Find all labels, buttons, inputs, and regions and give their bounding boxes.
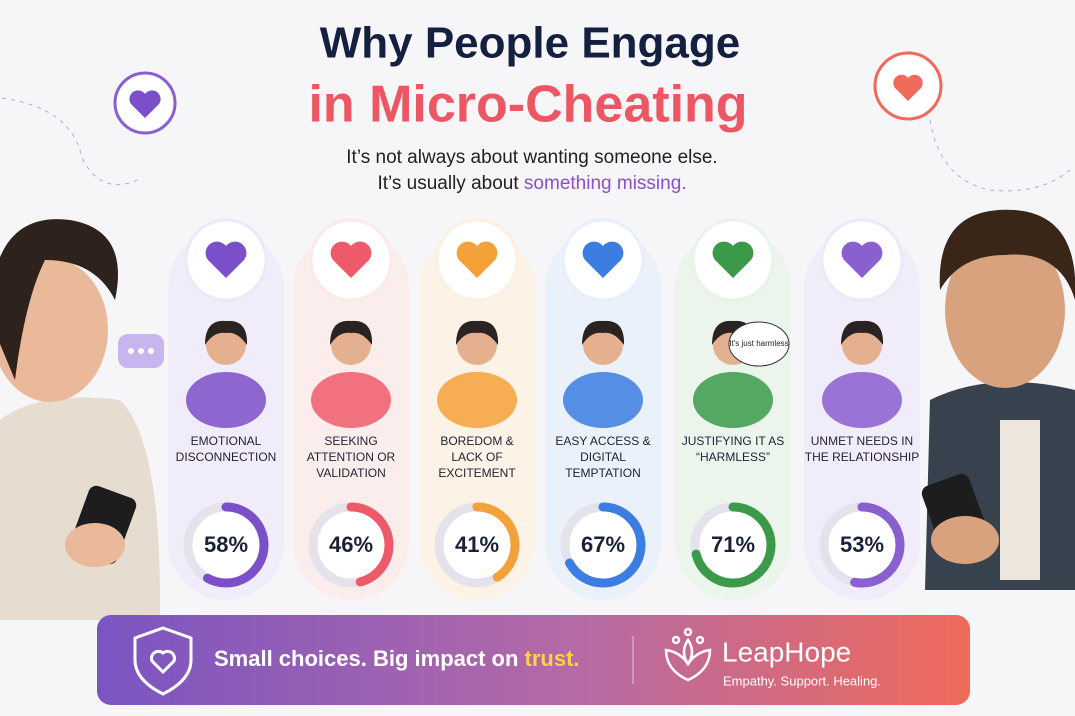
item-label: UNMET NEEDS IN bbox=[811, 434, 913, 448]
brand-name: LeapHope bbox=[722, 636, 851, 667]
brand-tagline: Empathy. Support. Healing. bbox=[723, 673, 881, 688]
item-label: BOREDOM & bbox=[440, 434, 513, 448]
item-label: LACK OF bbox=[451, 450, 502, 464]
icon bbox=[330, 241, 372, 278]
figure-body bbox=[186, 372, 266, 428]
subtitle: It’s usually about something missing. bbox=[377, 173, 686, 194]
icon bbox=[205, 241, 247, 278]
figure-hair bbox=[205, 320, 248, 345]
value-label: 53% bbox=[840, 532, 884, 557]
icon bbox=[456, 241, 498, 278]
figure-hair bbox=[330, 320, 373, 345]
item-label: DIGITAL bbox=[580, 450, 626, 464]
donut-arc bbox=[434, 502, 520, 588]
value-label: 41% bbox=[455, 532, 499, 557]
broken-heart-bubble bbox=[1, 71, 177, 186]
value-label: 67% bbox=[581, 532, 625, 557]
item-label: ATTENTION OR bbox=[307, 450, 396, 464]
item-label: “HARMLESS” bbox=[696, 450, 770, 464]
donut-arc bbox=[308, 502, 394, 588]
item-label: DISCONNECTION bbox=[176, 450, 277, 464]
item-label: THE RELATIONSHIP bbox=[805, 450, 919, 464]
figure-body bbox=[563, 372, 643, 428]
item-label: EASY ACCESS & bbox=[555, 434, 650, 448]
figure-head bbox=[331, 325, 371, 365]
figure-body bbox=[693, 372, 773, 428]
donut-arc bbox=[183, 502, 269, 588]
figure-head bbox=[583, 325, 623, 365]
tagline-highlight: trust. bbox=[525, 646, 580, 671]
brand-logo bbox=[664, 627, 712, 682]
figure-body bbox=[311, 372, 391, 428]
subtitle: It’s not always about wanting someone el… bbox=[346, 147, 717, 168]
title: Why People Engage bbox=[320, 19, 741, 68]
donut-arc bbox=[690, 502, 776, 588]
item-label: JUSTIFYING IT AS bbox=[682, 434, 784, 448]
man-illustration bbox=[921, 209, 1075, 590]
donut-arc bbox=[560, 502, 646, 588]
shield-icon bbox=[133, 626, 193, 696]
donut-arc bbox=[819, 502, 905, 588]
bubble-text: It's just harmless bbox=[729, 339, 788, 348]
woman-illustration bbox=[0, 219, 164, 620]
item-label: TEMPTATION bbox=[565, 466, 641, 480]
figure-head bbox=[457, 325, 497, 365]
figure-body bbox=[822, 372, 902, 428]
value-label: 46% bbox=[329, 532, 373, 557]
figure-head bbox=[206, 325, 246, 365]
footer-bar bbox=[97, 615, 970, 705]
figure-hair bbox=[582, 320, 625, 345]
icon bbox=[582, 241, 624, 278]
title: in Micro-Cheating bbox=[308, 76, 747, 134]
heart-bubble bbox=[873, 51, 1071, 192]
item-label: EXCITEMENT bbox=[438, 466, 516, 480]
tagline-part: Small choices. Big impact on bbox=[214, 646, 525, 671]
icon bbox=[841, 241, 883, 278]
figure-hair bbox=[456, 320, 499, 345]
figure-body bbox=[437, 372, 517, 428]
value-label: 71% bbox=[711, 532, 755, 557]
figure-head bbox=[842, 325, 882, 365]
figure-hair bbox=[841, 320, 884, 345]
item-label: VALIDATION bbox=[316, 466, 386, 480]
tagline: Small choices. Big impact on trust. bbox=[214, 646, 580, 671]
item-label: SEEKING bbox=[324, 434, 377, 448]
cards: EMOTIONAL DISCONNECTION 58% SEEKING ATTENTIO… bbox=[168, 218, 920, 600]
item-label: EMOTIONAL bbox=[191, 434, 262, 448]
subtitle-highlight: something missing. bbox=[524, 173, 687, 194]
value-label: 58% bbox=[204, 532, 248, 557]
icon bbox=[712, 241, 754, 278]
subtitle-part: It’s usually about bbox=[377, 173, 523, 194]
thought-bubble bbox=[728, 321, 790, 367]
